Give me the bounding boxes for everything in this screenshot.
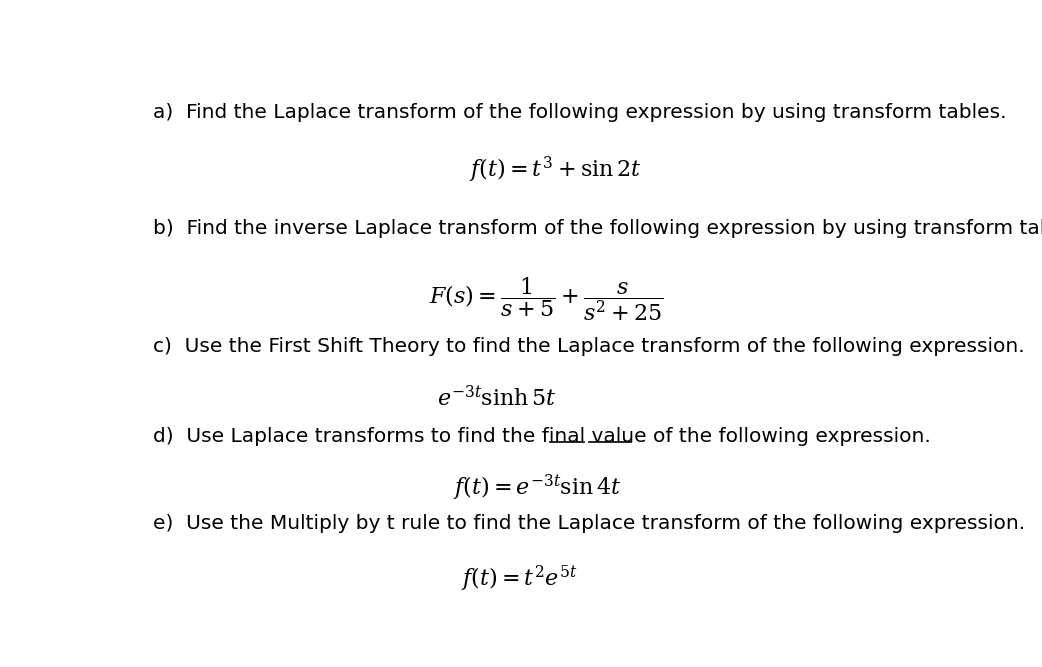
Text: $f(t) = t^3 + \sin 2t$: $f(t) = t^3 + \sin 2t$ — [469, 155, 642, 185]
Text: e)  Use the Multiply by t rule to find the Laplace transform of the following ex: e) Use the Multiply by t rule to find th… — [153, 514, 1025, 533]
Text: $f(t) = t^2 e^{5t}$: $f(t) = t^2 e^{5t}$ — [462, 564, 577, 594]
Text: $F(s) = \dfrac{1}{s+5}+\dfrac{s}{s^2+25}$: $F(s) = \dfrac{1}{s+5}+\dfrac{s}{s^2+25}… — [429, 275, 664, 323]
Text: $f(t) = e^{-3t} \sin 4t$: $f(t) = e^{-3t} \sin 4t$ — [453, 473, 622, 503]
Text: d)  Use Laplace transforms to find the final value of the following expression.: d) Use Laplace transforms to find the fi… — [153, 427, 931, 446]
Text: $e^{-3t} \sinh 5t$: $e^{-3t} \sinh 5t$ — [438, 386, 556, 411]
Text: c)  Use the First Shift Theory to find the Laplace transform of the following ex: c) Use the First Shift Theory to find th… — [153, 337, 1024, 356]
Text: b)  Find the inverse Laplace transform of the following expression by using tran: b) Find the inverse Laplace transform of… — [153, 219, 1042, 237]
Text: a)  Find the Laplace transform of the following expression by using transform ta: a) Find the Laplace transform of the fol… — [153, 103, 1007, 122]
